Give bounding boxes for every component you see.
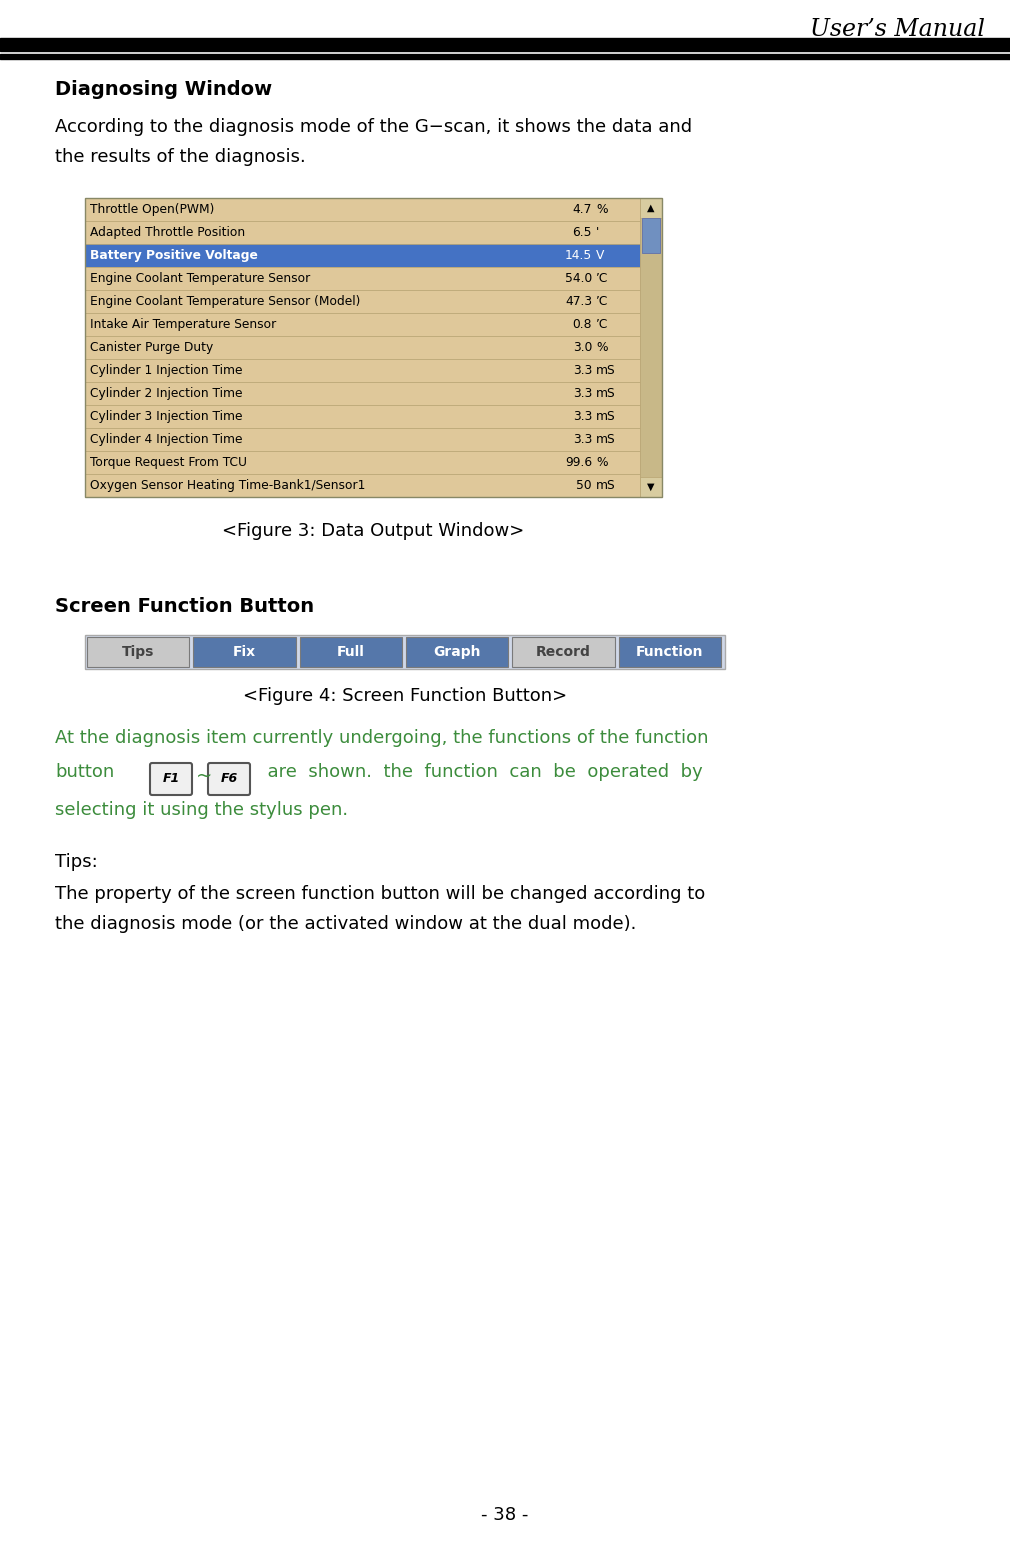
Text: ▼: ▼	[647, 482, 654, 492]
Bar	[0, 39, 1010, 51]
Text: ’C: ’C	[596, 318, 608, 331]
Bar	[193, 637, 296, 666]
Text: Cylinder 4 Injection Time: Cylinder 4 Injection Time	[90, 433, 242, 445]
Text: the results of the diagnosis.: the results of the diagnosis.	[55, 148, 306, 165]
Text: <Figure 3: Data Output Window>: <Figure 3: Data Output Window>	[222, 523, 524, 540]
Bar	[87, 637, 189, 666]
Text: - 38 -: - 38 -	[482, 1506, 528, 1524]
Text: 0.8: 0.8	[573, 318, 592, 331]
Text: 47.3: 47.3	[565, 295, 592, 308]
Bar	[85, 267, 640, 291]
Text: 3.3: 3.3	[573, 363, 592, 377]
Bar	[619, 637, 721, 666]
Text: 6.5: 6.5	[573, 226, 592, 240]
Bar	[85, 335, 640, 359]
Text: mS: mS	[596, 363, 616, 377]
Text: 3.3: 3.3	[573, 410, 592, 424]
Text: Cylinder 2 Injection Time: Cylinder 2 Injection Time	[90, 386, 242, 400]
Text: %: %	[596, 203, 607, 216]
Text: ~: ~	[196, 767, 212, 785]
Bar	[85, 405, 640, 428]
Text: V: V	[596, 249, 604, 261]
Text: Cylinder 1 Injection Time: Cylinder 1 Injection Time	[90, 363, 242, 377]
Text: 54.0: 54.0	[565, 272, 592, 284]
Text: Tips: Tips	[122, 645, 155, 659]
Text: According to the diagnosis mode of the G−scan, it shows the data and: According to the diagnosis mode of the G…	[55, 117, 692, 136]
Text: Function: Function	[636, 645, 704, 659]
Bar	[85, 198, 662, 496]
Text: 99.6: 99.6	[565, 456, 592, 468]
Bar	[85, 291, 640, 312]
FancyBboxPatch shape	[150, 764, 192, 795]
Text: Full: Full	[337, 645, 365, 659]
Text: ’C: ’C	[596, 295, 608, 308]
Text: selecting it using the stylus pen.: selecting it using the stylus pen.	[55, 801, 348, 819]
Text: mS: mS	[596, 410, 616, 424]
Text: Fix: Fix	[233, 645, 257, 659]
Bar	[85, 221, 640, 244]
Bar	[85, 359, 640, 382]
Text: Torque Request From TCU: Torque Request From TCU	[90, 456, 247, 468]
Text: At the diagnosis item currently undergoing, the functions of the function: At the diagnosis item currently undergoi…	[55, 730, 708, 747]
Bar	[640, 478, 662, 496]
Text: 50: 50	[577, 479, 592, 492]
Text: Intake Air Temperature Sensor: Intake Air Temperature Sensor	[90, 318, 277, 331]
Text: the diagnosis mode (or the activated window at the dual mode).: the diagnosis mode (or the activated win…	[55, 915, 636, 932]
Text: Throttle Open(PWM): Throttle Open(PWM)	[90, 203, 214, 216]
Text: ▲: ▲	[647, 203, 654, 213]
Bar	[300, 637, 402, 666]
Text: mS: mS	[596, 433, 616, 445]
Text: %: %	[596, 342, 607, 354]
Text: Engine Coolant Temperature Sensor (Model): Engine Coolant Temperature Sensor (Model…	[90, 295, 361, 308]
Text: Adapted Throttle Position: Adapted Throttle Position	[90, 226, 245, 240]
Bar	[0, 54, 1010, 59]
Text: The property of the screen function button will be changed according to: The property of the screen function butt…	[55, 884, 705, 903]
Text: button: button	[55, 764, 114, 781]
Bar	[85, 428, 640, 451]
Bar	[406, 637, 508, 666]
Text: F1: F1	[163, 773, 180, 785]
Text: Tips:: Tips:	[55, 853, 98, 870]
Text: 4.7: 4.7	[573, 203, 592, 216]
Bar	[85, 475, 640, 496]
Bar	[85, 635, 725, 669]
Bar	[85, 382, 640, 405]
Bar	[640, 198, 662, 218]
Text: F6: F6	[220, 773, 237, 785]
Text: 3.0: 3.0	[573, 342, 592, 354]
Text: Battery Positive Voltage: Battery Positive Voltage	[90, 249, 258, 261]
Bar	[85, 244, 640, 267]
Text: ’C: ’C	[596, 272, 608, 284]
Text: are  shown.  the  function  can  be  operated  by: are shown. the function can be operated …	[256, 764, 703, 781]
Text: mS: mS	[596, 386, 616, 400]
Text: Oxygen Sensor Heating Time-Bank1/Sensor1: Oxygen Sensor Heating Time-Bank1/Sensor1	[90, 479, 366, 492]
Text: 14.5: 14.5	[565, 249, 592, 261]
Bar	[640, 198, 662, 496]
Text: Diagnosing Window: Diagnosing Window	[55, 80, 272, 99]
Text: <Figure 4: Screen Function Button>: <Figure 4: Screen Function Button>	[243, 686, 567, 705]
Text: 3.3: 3.3	[573, 433, 592, 445]
Text: %: %	[596, 456, 607, 468]
Text: mS: mS	[596, 479, 616, 492]
Bar	[642, 218, 660, 254]
Text: Canister Purge Duty: Canister Purge Duty	[90, 342, 213, 354]
Bar	[85, 451, 640, 475]
Text: Screen Function Button: Screen Function Button	[55, 597, 314, 615]
Text: Cylinder 3 Injection Time: Cylinder 3 Injection Time	[90, 410, 242, 424]
Text: Graph: Graph	[433, 645, 481, 659]
Text: ': '	[596, 226, 599, 240]
Bar	[85, 198, 640, 221]
Text: Engine Coolant Temperature Sensor: Engine Coolant Temperature Sensor	[90, 272, 310, 284]
Bar	[512, 637, 615, 666]
Text: 3.3: 3.3	[573, 386, 592, 400]
Bar	[85, 312, 640, 335]
FancyBboxPatch shape	[208, 764, 250, 795]
Text: Record: Record	[536, 645, 591, 659]
Text: User’s Manual: User’s Manual	[810, 19, 985, 42]
